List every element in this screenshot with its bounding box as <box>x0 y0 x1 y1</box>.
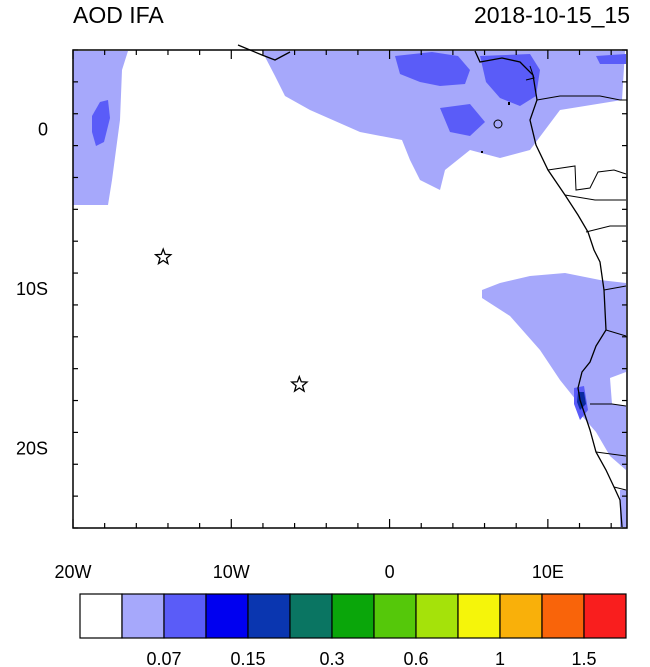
map-timestamp: 2018-10-15_15 <box>473 2 630 28</box>
colorbar-swatch <box>541 593 585 639</box>
colorbar-tick-label: 1.5 <box>571 649 596 667</box>
colorbar-swatch <box>415 593 459 639</box>
colorbar-swatch <box>121 593 165 639</box>
colorbar-tick-label: 0.6 <box>403 649 428 667</box>
colorbar-swatch <box>163 593 207 639</box>
colorbar-swatch <box>457 593 501 639</box>
coastline <box>474 50 623 528</box>
markers <box>153 247 309 393</box>
star-marker <box>153 247 173 266</box>
lon-tick-label: 0 <box>385 562 395 582</box>
map-frame <box>72 49 628 529</box>
colorbar-swatch <box>79 593 123 639</box>
aod-shading-light <box>73 51 627 527</box>
colorbar-tick-label: 1 <box>495 649 505 667</box>
lat-tick-label: 0 <box>38 120 48 140</box>
colorbar-swatch <box>205 593 249 639</box>
colorbar-swatch <box>247 593 291 639</box>
map-title: AOD IFA <box>73 2 164 28</box>
lon-tick-label: 10W <box>213 562 250 582</box>
axis-tick-labels: 20W 10W 0 10E 0 10S 20S <box>16 120 564 582</box>
colorbar: 0.07 0.15 0.3 0.6 1 1.5 <box>79 593 627 667</box>
colorbar-tick-label: 0.3 <box>319 649 344 667</box>
lat-tick-label: 20S <box>16 438 48 458</box>
colorbar-swatch <box>331 593 375 639</box>
colorbar-tick-label: 0.07 <box>146 649 181 667</box>
lon-tick-label: 20W <box>54 562 91 582</box>
star-marker <box>289 374 309 393</box>
colorbar-swatch <box>373 593 417 639</box>
colorbar-swatch <box>583 593 627 639</box>
islands <box>481 102 510 153</box>
colorbar-tick-label: 0.15 <box>230 649 265 667</box>
lon-tick-label: 10E <box>532 562 564 582</box>
lat-tick-label: 10S <box>16 279 48 299</box>
axis-ticks <box>72 49 627 529</box>
country-borders <box>493 65 627 491</box>
colorbar-swatch <box>499 593 543 639</box>
colorbar-swatch <box>289 593 333 639</box>
